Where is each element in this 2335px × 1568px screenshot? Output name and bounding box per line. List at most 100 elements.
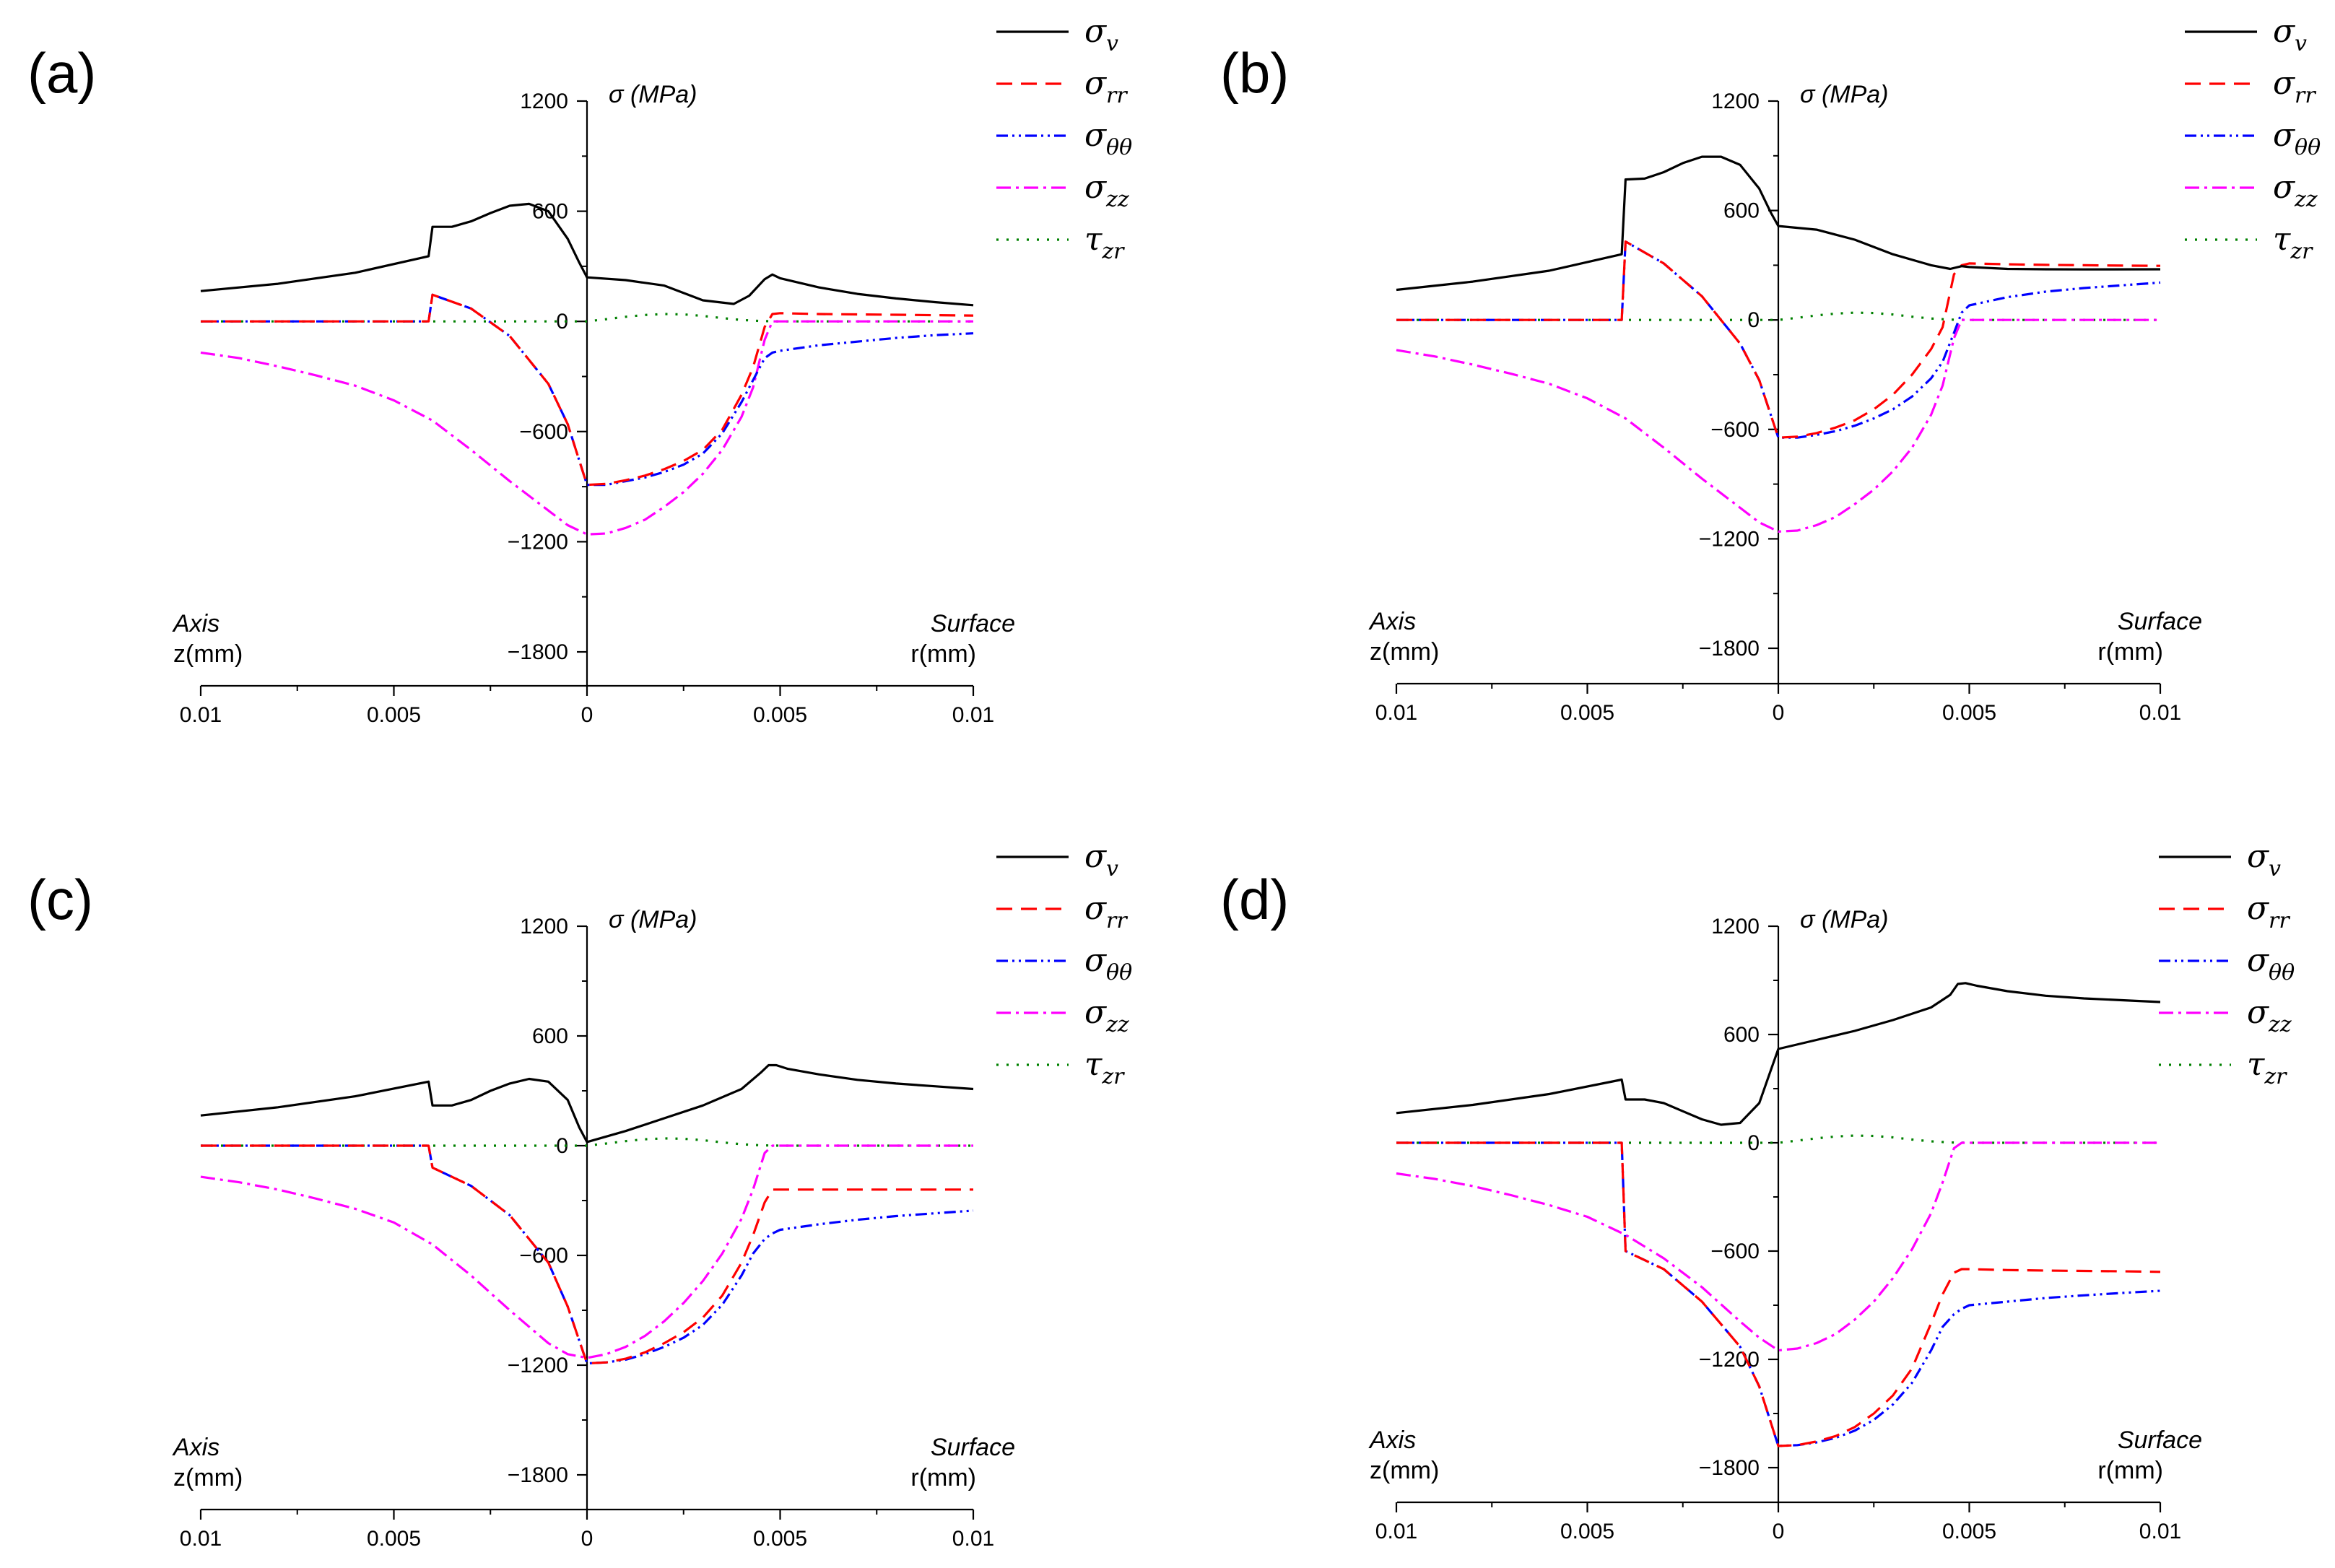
y-axis-title: σ (MPa) xyxy=(609,81,697,108)
legend: σv σrr σθθ σzz τzr xyxy=(996,838,1132,1089)
legend-label-sigma-rr: σrr xyxy=(1084,890,1128,933)
legend: σv σrr σθθ σzz τzr xyxy=(2159,838,2295,1089)
chart-panel-2: (b) 1200 600 0 −600 −1200 −1800 σ (MPa) 0.01 0.00… xyxy=(1220,13,2321,725)
y-tick-label: −600 xyxy=(1710,1240,1760,1263)
x-tick-label: 0.005 xyxy=(367,703,421,727)
x-tick-label: 0.01 xyxy=(1375,1520,1417,1543)
series-line-tau-zr xyxy=(1396,311,2160,321)
series-line-sigma-v xyxy=(200,1063,974,1144)
x-tick-label: 0 xyxy=(1773,1520,1785,1543)
legend: σv σrr σθθ σzz τzr xyxy=(2185,13,2321,264)
surface-side-unit: r(mm) xyxy=(2097,638,2163,666)
series-line-sigma-v xyxy=(200,202,974,307)
legend-label-sigma-thetatheta: σθθ xyxy=(2247,942,2295,985)
y-tick-label: −1800 xyxy=(508,1463,568,1487)
y-tick-label: 1200 xyxy=(1711,90,1760,113)
series-line-sigma-thetatheta xyxy=(1396,240,2161,439)
y-tick-label: 1200 xyxy=(520,915,568,938)
x-tick-label: 0.005 xyxy=(1942,1520,1996,1543)
x-tick-label: 0.005 xyxy=(1560,701,1614,725)
x-tick-label: 0.01 xyxy=(1375,701,1417,725)
legend-label-sigma-v: σv xyxy=(1084,13,1118,56)
surface-side-unit: r(mm) xyxy=(910,640,976,668)
series-line-sigma-zz xyxy=(200,320,973,536)
axis-side-unit: z(mm) xyxy=(173,1464,243,1491)
legend-label-sigma-thetatheta: σθθ xyxy=(2273,117,2321,160)
y-tick-label: −1200 xyxy=(508,1354,568,1377)
surface-side-title: Surface xyxy=(931,1434,1015,1461)
y-tick-label: 1200 xyxy=(520,90,568,113)
y-tick-label: 600 xyxy=(532,200,568,224)
panel-label: (c) xyxy=(27,868,93,931)
axis-side-title: Axis xyxy=(1368,608,1416,635)
y-tick-label: 600 xyxy=(1723,1023,1760,1047)
y-tick-label: 0 xyxy=(1747,308,1760,332)
chart-panel-1: (a) 1200 600 0 −600 −1200 −1800 σ (MPa) 0.01 0.00… xyxy=(27,13,1132,727)
x-tick-label: 0.005 xyxy=(753,1527,807,1551)
axis-side-unit: z(mm) xyxy=(173,640,243,668)
panel-label: (b) xyxy=(1220,41,1289,105)
y-tick-label: −1200 xyxy=(1699,527,1760,551)
series-line-sigma-thetatheta xyxy=(201,293,974,487)
legend-label-tau-zr: τzr xyxy=(2247,1046,2287,1089)
legend-label-sigma-rr: σrr xyxy=(2247,890,2290,933)
legend-label-sigma-rr: σrr xyxy=(1084,65,1128,108)
series-line-sigma-v xyxy=(1396,982,2161,1126)
legend-label-sigma-v: σv xyxy=(2247,838,2281,881)
surface-side-title: Surface xyxy=(2118,608,2202,635)
y-tick-label: −1800 xyxy=(1699,1456,1760,1480)
legend-label-sigma-zz: σzz xyxy=(1084,994,1129,1037)
surface-side-title: Surface xyxy=(2118,1427,2202,1454)
y-tick-label: 1200 xyxy=(1711,915,1760,938)
x-tick-label: 0.005 xyxy=(753,703,807,727)
surface-side-title: Surface xyxy=(931,610,1015,637)
y-tick-label: 0 xyxy=(556,310,568,334)
legend-label-tau-zr: τzr xyxy=(2273,221,2313,264)
x-tick-label: 0.01 xyxy=(2139,701,2181,725)
legend-label-sigma-zz: σzz xyxy=(2273,169,2318,212)
x-tick-label: 0.005 xyxy=(367,1527,421,1551)
axis-side-title: Axis xyxy=(172,610,219,637)
axis-side-title: Axis xyxy=(1368,1427,1416,1454)
legend-label-sigma-zz: σzz xyxy=(2247,994,2292,1037)
legend-label-tau-zr: τzr xyxy=(1084,221,1125,264)
axis-side-unit: z(mm) xyxy=(1370,1457,1439,1484)
y-tick-label: −1800 xyxy=(1699,637,1760,661)
x-tick-label: 0.005 xyxy=(1942,701,1996,725)
series-line-sigma-thetatheta xyxy=(201,1144,974,1365)
legend-label-tau-zr: τzr xyxy=(1084,1046,1125,1089)
panel-label: (a) xyxy=(27,41,96,105)
series-line-sigma-zz xyxy=(200,1144,973,1359)
legend-label-sigma-zz: σzz xyxy=(1084,169,1129,212)
series-line-sigma-rr xyxy=(201,1144,973,1365)
y-axis-title: σ (MPa) xyxy=(1800,81,1889,108)
surface-side-unit: r(mm) xyxy=(2097,1457,2163,1484)
panel-label: (d) xyxy=(1220,868,1289,931)
series-line-sigma-rr xyxy=(201,293,974,487)
y-tick-label: 600 xyxy=(532,1024,568,1048)
y-tick-label: −1200 xyxy=(508,530,568,554)
surface-side-unit: r(mm) xyxy=(910,1464,976,1491)
x-tick-label: 0 xyxy=(581,1527,593,1551)
x-tick-label: 0.01 xyxy=(180,1527,222,1551)
legend-label-sigma-rr: σrr xyxy=(2273,65,2316,108)
y-tick-label: −1800 xyxy=(508,640,568,664)
legend-label-sigma-v: σv xyxy=(2273,13,2307,56)
y-tick-label: −600 xyxy=(519,420,568,444)
x-tick-label: 0.005 xyxy=(1560,1520,1614,1543)
y-axis-title: σ (MPa) xyxy=(1800,906,1889,933)
series-line-sigma-zz xyxy=(1396,1141,2160,1352)
x-tick-label: 0 xyxy=(581,703,593,727)
x-tick-label: 0.01 xyxy=(180,703,222,727)
y-tick-label: 0 xyxy=(556,1134,568,1158)
legend-label-sigma-thetatheta: σθθ xyxy=(1084,117,1132,160)
legend-label-sigma-thetatheta: σθθ xyxy=(1084,942,1132,985)
series-line-sigma-v xyxy=(1396,155,2161,292)
y-tick-label: 0 xyxy=(1747,1131,1760,1155)
series-line-sigma-rr xyxy=(1396,1141,2161,1447)
series-line-sigma-rr xyxy=(1396,240,2161,439)
y-tick-label: −600 xyxy=(1710,418,1760,442)
